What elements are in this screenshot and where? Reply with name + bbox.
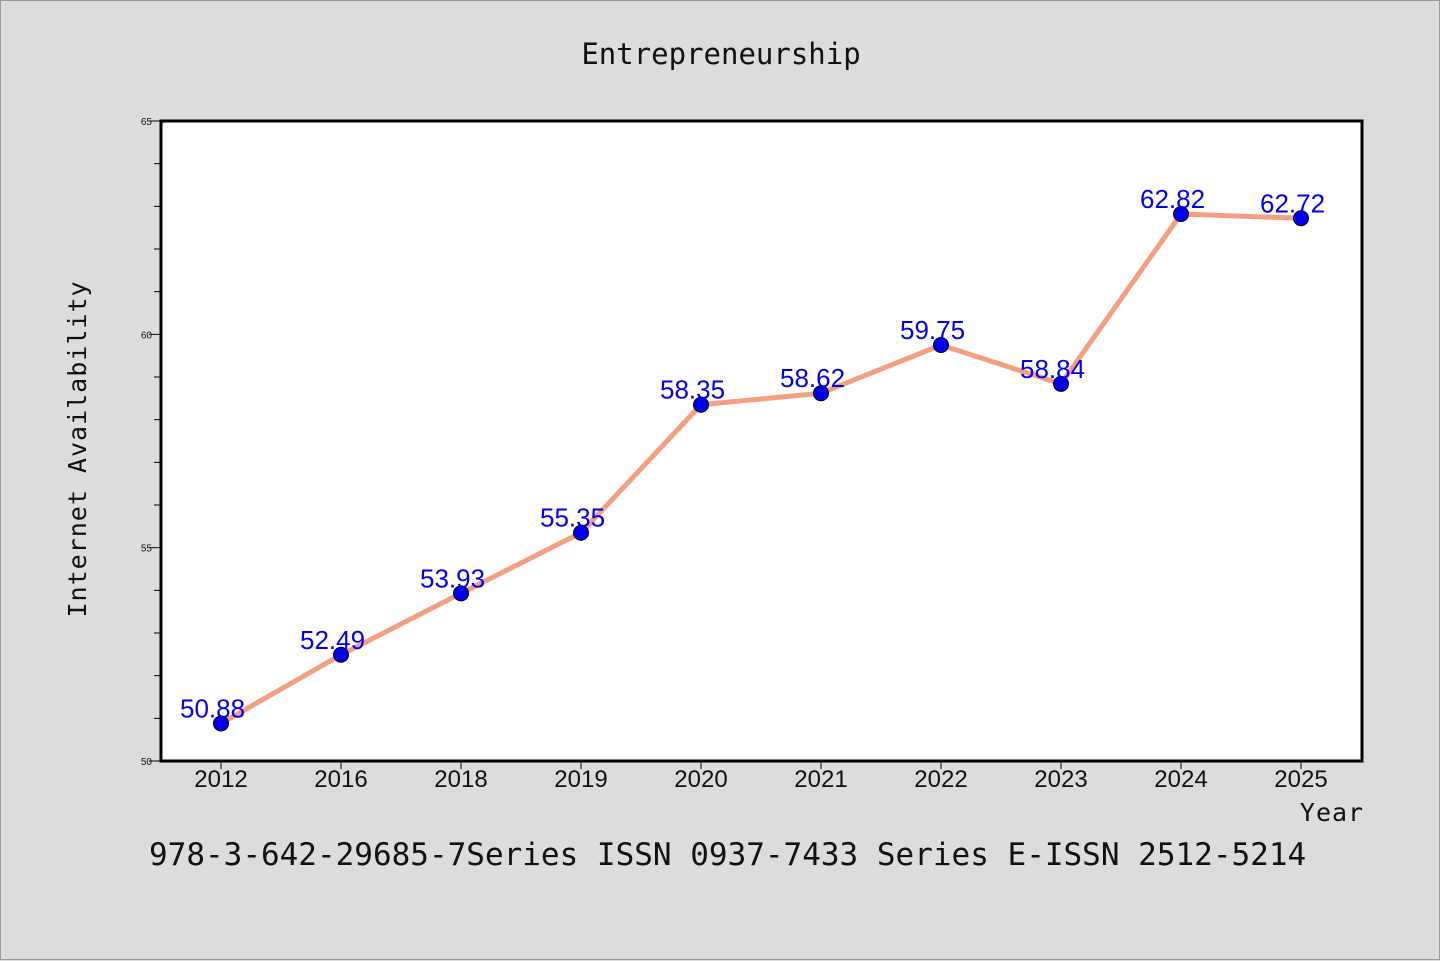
data-label: 62.72 — [1260, 188, 1325, 218]
plot-area — [159, 119, 1364, 763]
x-tick-label: 2020 — [674, 766, 727, 793]
x-tick-label: 2023 — [1034, 766, 1087, 793]
y-axis: 50 55 60 65 — [141, 117, 161, 768]
data-point — [1293, 210, 1309, 227]
data-label: 53.93 — [420, 563, 485, 593]
y-tick-label: 50 — [141, 757, 153, 768]
data-point — [1053, 375, 1069, 392]
x-axis: 2012 2016 2018 2019 2020 2021 2022 2023 2024 2025 — [194, 761, 1328, 793]
x-tick-label: 2021 — [794, 766, 847, 793]
x-tick-label: 2016 — [314, 766, 367, 793]
data-point — [933, 337, 949, 353]
x-tick-label: 2022 — [914, 766, 967, 793]
series-line — [219, 211, 1302, 726]
x-tick-label: 2025 — [1274, 766, 1327, 793]
data-label: 55.35 — [540, 503, 605, 533]
data-label: 50.88 — [180, 693, 245, 723]
y-tick-label: 55 — [141, 544, 153, 555]
data-point — [1173, 206, 1189, 223]
series: 50.88 52.49 53.93 55.35 58.35 58.62 59.75 58.84… — [180, 184, 1325, 732]
chart-title: Entrepreneurship — [581, 37, 860, 71]
x-tick-label: 2019 — [554, 766, 607, 793]
data-point — [453, 585, 469, 602]
data-label: 58.84 — [1020, 354, 1085, 384]
data-point — [213, 715, 229, 732]
data-label: 62.82 — [1140, 184, 1205, 214]
data-label: 59.75 — [900, 315, 965, 345]
x-axis-label: Year — [1300, 798, 1364, 827]
data-point — [813, 385, 829, 402]
x-tick-label: 2018 — [434, 766, 487, 793]
data-point — [693, 396, 709, 413]
x-tick-label: 2012 — [194, 766, 247, 793]
y-tick-label: 60 — [141, 330, 153, 341]
x-tick-label: 2024 — [1154, 766, 1207, 793]
data-point — [573, 524, 589, 541]
data-label: 58.62 — [780, 363, 845, 393]
y-axis-label: Internet Availability — [63, 280, 92, 617]
y-tick-label: 65 — [141, 117, 153, 128]
data-label: 58.35 — [660, 375, 725, 405]
data-point — [333, 646, 349, 663]
data-label: 52.49 — [300, 625, 365, 655]
footer-isbn-text: 978-3-642-29685-7Series ISSN 0937-7433 S… — [149, 837, 1306, 873]
